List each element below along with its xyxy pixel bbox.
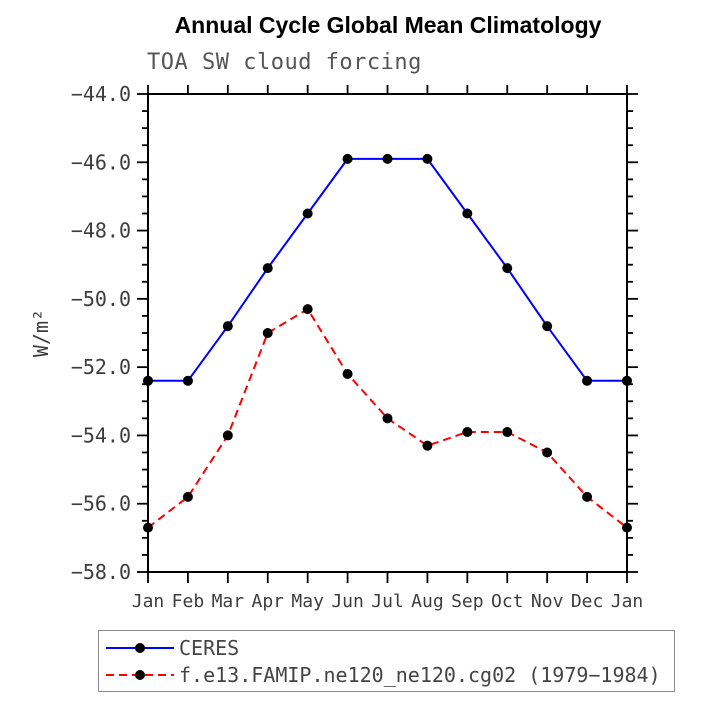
y-tick-label: −54.0 [71, 423, 131, 447]
y-tick-label: −52.0 [71, 355, 131, 379]
legend-item-famip: f.e13.FAMIP.ne120_ne120.cg02 (1979−1984) [104, 662, 674, 688]
ceres-line-swatch-icon [106, 642, 174, 653]
chart-subtitle: TOA SW cloud forcing [147, 50, 422, 75]
x-tick-label: Apr [251, 591, 284, 612]
plot-frame [147, 93, 628, 573]
x-tick-label: Oct [491, 591, 524, 612]
y-tick-label: −56.0 [71, 492, 131, 516]
series-markers-0 [143, 153, 632, 386]
x-tick-label: Jul [371, 591, 404, 612]
legend: CERES f.e13.FAMIP.ne120_ne120.cg02 (1979… [98, 630, 675, 692]
y-tick-label: −58.0 [71, 560, 131, 584]
x-tick-label: Aug [411, 591, 444, 612]
x-tick-label: Dec [571, 591, 604, 612]
chart-title: Annual Cycle Global Mean Climatology [174, 12, 602, 38]
legend-label-famip: f.e13.FAMIP.ne120_ne120.cg02 (1979−1984) [179, 662, 661, 687]
series-line-0 [148, 157, 627, 382]
series-markers-1 [143, 304, 632, 533]
legend-item-ceres: CERES [104, 635, 674, 661]
y-tick-label: −44.0 [71, 82, 131, 106]
x-tick-label: Mar [212, 591, 245, 612]
x-tick-label: Jan [132, 591, 165, 612]
y-tick-label: −46.0 [71, 150, 131, 174]
x-tick-label: Nov [531, 591, 564, 612]
legend-label-ceres: CERES [179, 635, 240, 660]
axis-tick-labels: −44.0 −46.0 −48.0 −50.0 −52.0 −54.0 −56.0 −58.0… [71, 82, 643, 612]
x-tick-label: Jun [331, 591, 364, 612]
axis-ticks [137, 85, 638, 583]
x-tick-label: Feb [172, 591, 205, 612]
x-tick-label: May [291, 591, 324, 612]
y-tick-label: −48.0 [71, 219, 131, 243]
x-tick-label: Jan [611, 591, 644, 612]
y-axis-title: W/m² [29, 309, 53, 357]
famip-line-swatch-icon [106, 669, 174, 680]
y-tick-label: −50.0 [71, 287, 131, 311]
x-tick-label: Sep [451, 591, 484, 612]
